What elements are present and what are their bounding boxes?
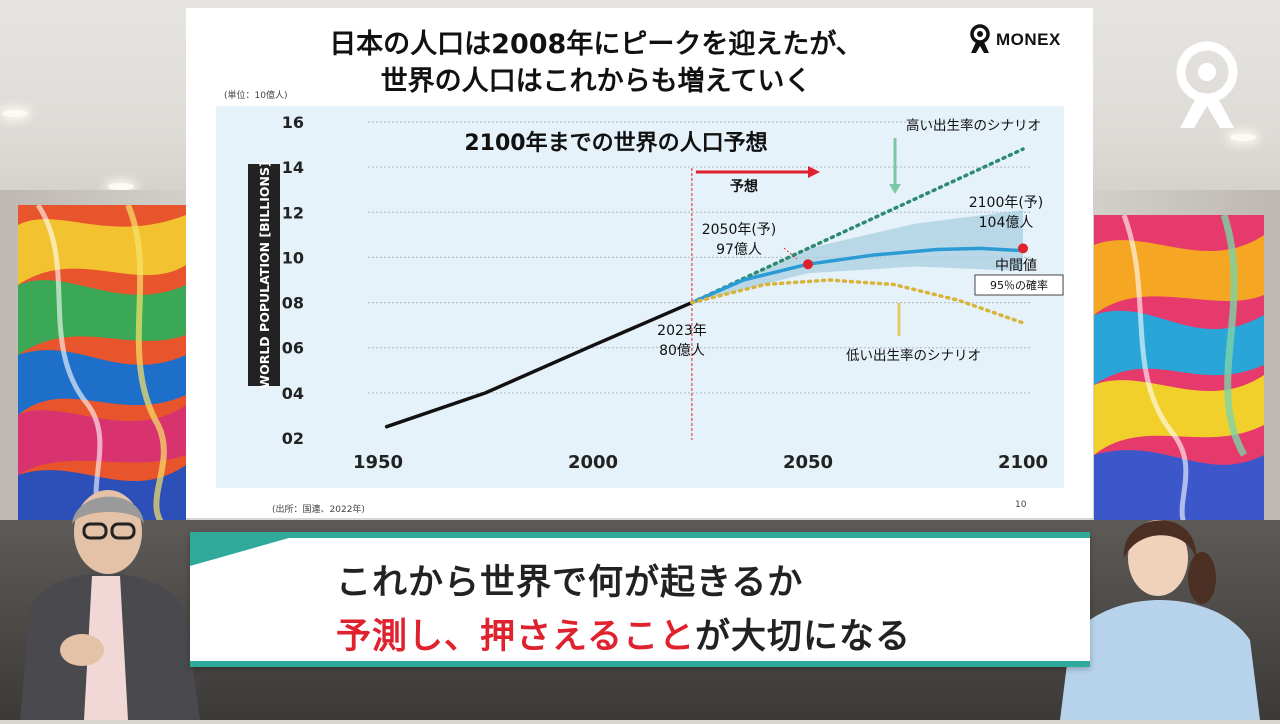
y-axis-label-text: WORLD POPULATION [BILLIONS] [257,161,272,388]
slide-title-line2: 世界の人口はこれからも増えていく [380,66,812,97]
y-tick-label: 14 [282,158,304,177]
caption-box: これから世界で何が起きるか 予測し、押さえることが大切になる [190,532,1090,667]
forecast-label: 予想 [730,178,758,195]
wall-artwork-left [18,205,186,530]
y-tick-label: 08 [282,294,304,313]
y-axis-label-box [248,164,280,386]
forecast-arrow-icon [808,166,820,178]
caption-rest: が大切になる [694,617,911,657]
caption-top-bar [190,532,1090,538]
series-line-0 [384,300,694,429]
point-2023-year: 2023年 [657,323,707,339]
x-tick-label: 2100 [998,452,1048,473]
slide-title-line1: 日本の人口は2008年にピークを迎えたが、 [329,29,863,60]
point-2100-year: 2100年(予) [969,195,1044,211]
point-2050-pointer [783,247,798,260]
brand-logo: MONEX [968,24,1088,56]
population-chart: 02 04 06 08 10 12 14 16 1950 2000 2050 2100 WORLD PO… [248,113,1064,473]
high-scenario-arrow-icon [889,184,901,194]
channel-logo-icon [1172,40,1242,130]
median-label: 中間値 [995,258,1037,274]
slide-title: 日本の人口は2008年にピークを迎えたが、 世界の人口はこれからも増えていく [246,26,946,100]
wall-artwork-right [1094,215,1264,535]
y-tick-label: 12 [282,203,304,222]
caption-line1: これから世界で何が起きるか [336,563,804,603]
x-tick-label: 2050 [783,452,833,473]
point-2023-value: 80億人 [659,343,705,359]
y-tick-label: 16 [282,113,304,132]
unit-note: (単位：10億人) [224,91,288,101]
page-number: 10 [1015,500,1027,510]
point-2100-value: 104億人 [979,215,1034,231]
y-tick-label: 04 [282,384,304,403]
plot-background [216,106,1064,488]
ci-box [974,274,1064,296]
y-tick-label: 02 [282,429,304,448]
ceiling-light [2,110,28,117]
high-scenario-label: 高い出生率のシナリオ [906,117,1041,134]
y-tick-label: 10 [282,248,304,267]
caption-bottom-bar [190,661,1090,667]
caption-line2: 予測し、押さえることが大切になる [336,608,911,659]
chart-title: 2100年までの世界の人口予想 [464,130,767,156]
low-scenario-label: 低い出生率のシナリオ [846,347,981,364]
point-2050-year: 2050年(予) [702,222,777,238]
y-tick-label: 06 [282,339,304,358]
point-2050-value: 97億人 [716,242,762,258]
series-line-3 [690,278,1025,325]
source-note: (出所：国連、2022年) [272,505,365,515]
caption-corner-accent [190,532,310,566]
ci-label: 95％の確率 [990,278,1048,292]
highlight-point-1 [1018,243,1028,254]
brand-name: MONEX [996,30,1061,49]
presenter-left [20,480,210,720]
presenter-right [1050,500,1270,720]
series-line-1 [690,147,1025,305]
ceiling-light [108,183,134,190]
monex-logo-icon [970,24,990,53]
highlight-point-0 [803,259,813,270]
x-tick-label: 1950 [353,452,403,473]
presentation-slide: 日本の人口は2008年にピークを迎えたが、 世界の人口はこれからも増えていく M… [186,8,1093,518]
ceiling-light [1230,134,1256,141]
y-axis-label: WORLD POPULATION [BILLIONS] [248,161,280,389]
caption-highlight: 予測し、押さえること [336,617,695,657]
x-tick-label: 2000 [568,452,618,473]
series-line-2 [690,246,1025,305]
